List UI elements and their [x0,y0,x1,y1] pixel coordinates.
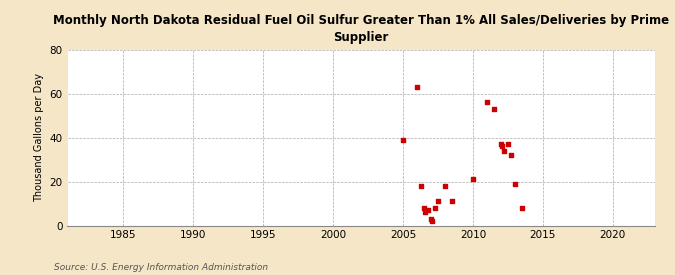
Point [499,148,510,153]
Point [506,153,517,157]
Point [426,217,437,221]
Y-axis label: Thousand Gallons per Day: Thousand Gallons per Day [34,73,44,202]
Point [502,142,513,146]
Point [429,206,440,210]
Point [481,100,492,104]
Point [427,219,438,223]
Point [433,199,443,204]
Point [412,85,423,89]
Point [415,184,426,188]
Point [489,107,500,111]
Point [398,138,408,142]
Point [516,206,527,210]
Point [420,210,431,214]
Point [439,184,450,188]
Point [418,206,429,210]
Title: Monthly North Dakota Residual Fuel Oil Sulfur Greater Than 1% All Sales/Deliveri: Monthly North Dakota Residual Fuel Oil S… [53,14,669,44]
Text: Source: U.S. Energy Information Administration: Source: U.S. Energy Information Administ… [54,263,268,272]
Point [510,182,520,186]
Point [422,208,433,212]
Point [497,144,508,148]
Point [468,177,479,182]
Point [447,199,458,204]
Point [495,142,506,146]
